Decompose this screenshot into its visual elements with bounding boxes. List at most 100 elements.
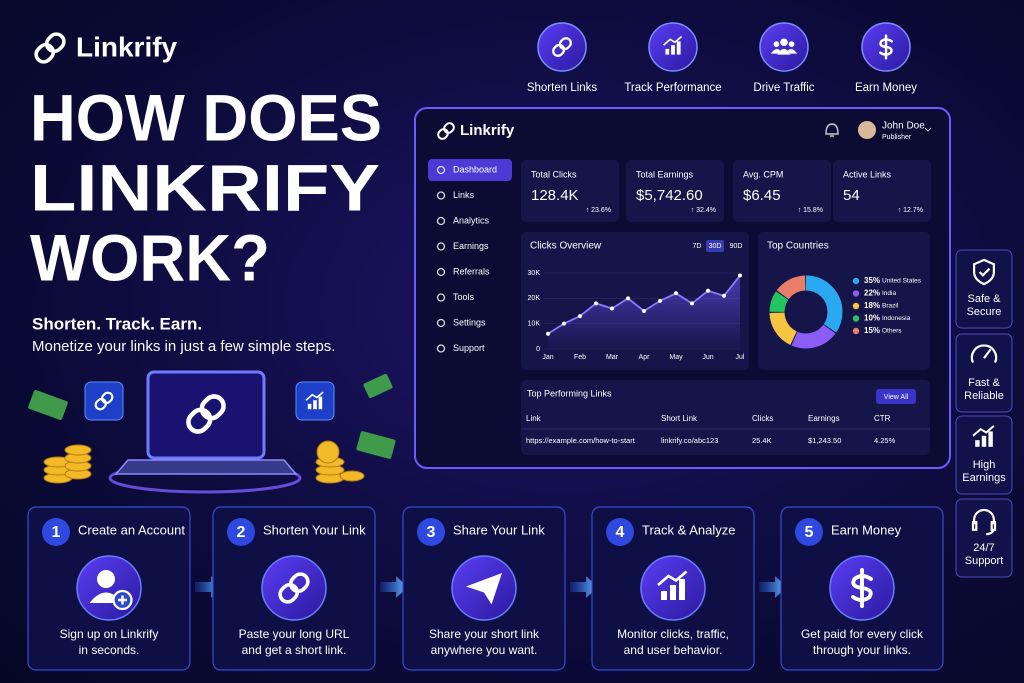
stat-change: ↑ 15.8% <box>798 207 823 214</box>
side-feature-label: High <box>973 459 996 471</box>
step-description: Monitor clicks, traffic, <box>617 627 729 641</box>
step-arrow <box>380 576 408 598</box>
legend-dot <box>852 277 860 285</box>
stat-value: 128.4K <box>531 187 579 204</box>
icon-headset <box>971 508 997 536</box>
icon-part <box>661 591 667 600</box>
line-point <box>610 306 614 311</box>
icon-dollar <box>879 34 893 60</box>
donut-segment <box>769 275 843 349</box>
range-tab: 30D <box>709 243 722 250</box>
line-point <box>578 314 582 319</box>
stat-value: 54 <box>843 187 860 204</box>
icon-part <box>443 122 455 134</box>
side-feature-box <box>955 249 1013 329</box>
nav-item: Referrals <box>453 266 490 276</box>
line-point <box>594 301 598 306</box>
side-feature-label: Reliable <box>964 390 1004 402</box>
column-header: Link <box>526 414 542 423</box>
icon-chart <box>305 391 324 410</box>
icon-user <box>89 570 133 611</box>
side-feature-label: Secure <box>967 306 1002 318</box>
stat-label: Active Links <box>843 169 892 179</box>
chart-title: Clicks Overview <box>530 241 602 252</box>
icon-part <box>199 394 226 421</box>
legend-value: 22% <box>864 289 880 298</box>
legend-name: India <box>882 290 896 297</box>
step-number-circle <box>417 518 445 546</box>
range-active <box>706 240 724 252</box>
step-description: through your links. <box>813 643 911 657</box>
stat-card <box>733 160 831 222</box>
icon-part <box>558 37 572 51</box>
stat-label: Total Earnings <box>636 169 694 179</box>
step-title: Share Your Link <box>453 522 545 537</box>
step-number: 4 <box>616 524 625 541</box>
nav-icon <box>436 165 446 175</box>
side-feature-label: Fast & <box>968 377 1000 389</box>
nav-item: Settings <box>453 317 486 327</box>
icon-gauge <box>970 344 998 364</box>
icon-part <box>118 595 127 605</box>
nav-item: Earnings <box>453 241 489 251</box>
legend-value: 10% <box>864 314 880 323</box>
line-point <box>562 321 566 326</box>
brand: Linkrify <box>76 31 178 62</box>
line-point <box>546 331 550 336</box>
legend-name: Others <box>882 328 902 335</box>
table-panel <box>521 380 930 455</box>
icon-part <box>278 582 300 604</box>
line-point <box>690 301 694 306</box>
line-point <box>706 288 710 293</box>
y-tick-label: 10K <box>528 321 541 328</box>
icon-part <box>981 435 987 447</box>
icon-part <box>97 570 115 588</box>
step-number: 2 <box>237 524 246 541</box>
step-arrow <box>570 576 598 598</box>
coins <box>43 440 365 484</box>
line-point <box>658 298 662 303</box>
icon-part <box>676 41 681 55</box>
icon-part <box>972 425 995 437</box>
icon-part <box>780 38 788 47</box>
icon-part <box>313 400 317 410</box>
step-description: in seconds. <box>79 643 140 657</box>
column-header: CTR <box>874 414 891 423</box>
view-all-button[interactable] <box>876 389 916 404</box>
icon-part <box>975 440 980 447</box>
icon-part <box>851 568 873 608</box>
stat-label: Total Clicks <box>531 169 577 179</box>
headline: LINKRIFY <box>30 150 380 224</box>
side-feature-box <box>955 333 1013 413</box>
step-number-circle <box>227 518 255 546</box>
y-tick-label: 20K <box>528 295 541 302</box>
icon-part <box>662 35 683 46</box>
icon-people <box>770 38 798 55</box>
table-cell: linkrify.co/abc123 <box>661 436 718 445</box>
headline: WORK? <box>30 220 270 294</box>
side-feature-box <box>955 415 1013 495</box>
legend-dot <box>852 315 860 322</box>
icon-part <box>788 41 795 47</box>
stat-card <box>833 160 931 222</box>
x-tick-label: Jan <box>542 354 553 361</box>
nav-icon <box>436 267 446 277</box>
nav-item: Support <box>453 343 485 353</box>
nav-icon <box>436 318 446 328</box>
side-feature-label: Earnings <box>962 472 1006 484</box>
legend-dot <box>852 290 860 297</box>
icon-link <box>186 394 226 434</box>
step-arrow <box>759 576 787 598</box>
chevron <box>924 127 932 132</box>
legend-dot <box>852 302 860 310</box>
y-tick-label: 30K <box>528 270 541 277</box>
view-all-label: View All <box>884 394 909 401</box>
icon-chart <box>662 35 683 55</box>
icon-part <box>466 573 502 605</box>
icon-chart <box>972 425 995 447</box>
icon-part <box>970 344 998 364</box>
step-description: Paste your long URL <box>239 627 350 641</box>
icon-part <box>879 34 893 60</box>
icon-part <box>307 403 312 410</box>
